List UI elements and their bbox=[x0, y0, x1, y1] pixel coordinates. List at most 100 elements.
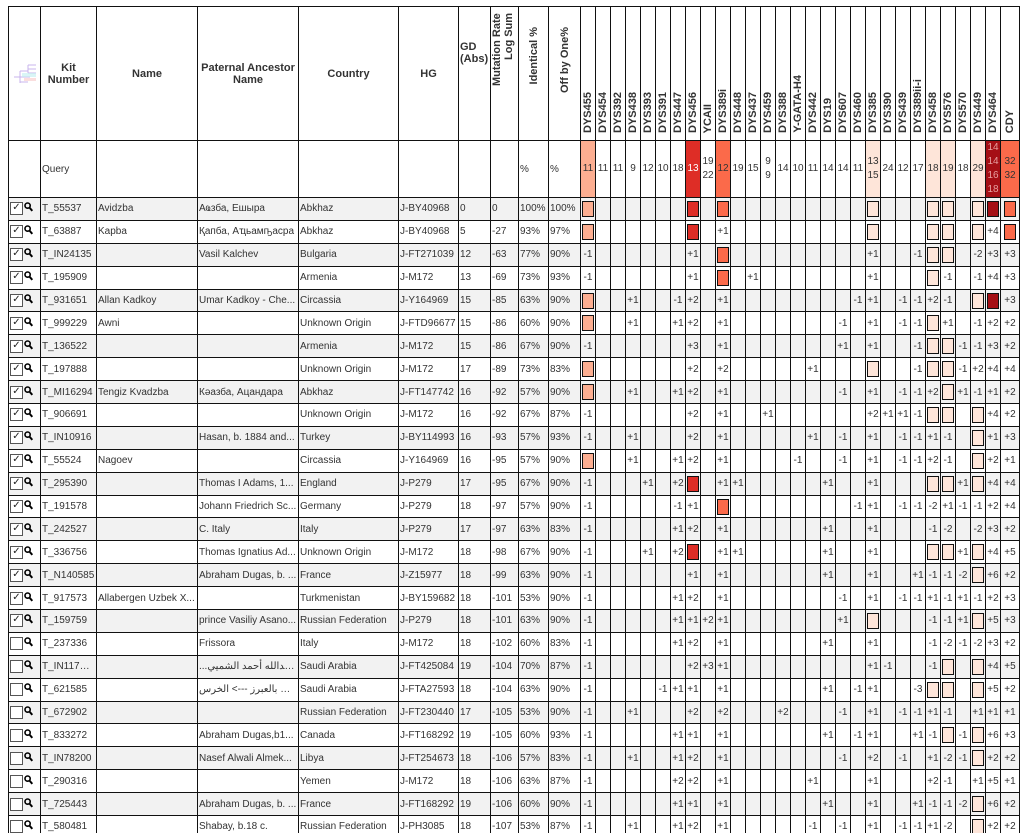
cell-kit-number[interactable]: T_MI16294 bbox=[40, 380, 97, 405]
row-checkbox[interactable]: ✓ bbox=[10, 545, 23, 559]
header-name[interactable]: Name bbox=[96, 6, 198, 141]
magnifier-icon[interactable] bbox=[24, 339, 34, 353]
row-checkbox[interactable]: ✓ bbox=[10, 431, 23, 445]
magnifier-icon[interactable] bbox=[24, 545, 34, 559]
header-str-dys454[interactable]: DYS454 bbox=[595, 6, 611, 141]
header-str-dys389i[interactable]: DYS389i bbox=[715, 6, 731, 141]
header-str-dys439[interactable]: DYS439 bbox=[895, 6, 911, 141]
tree-view-button[interactable] bbox=[8, 6, 41, 141]
cell-kit-number[interactable]: T_197888 bbox=[40, 357, 97, 382]
table-row[interactable]: ✓ T_336756 Thomas Ignatius Ad... Unknown Or… bbox=[8, 540, 1020, 565]
header-str-y-gata-h4[interactable]: Y-GATA-H4 bbox=[790, 6, 806, 141]
table-row[interactable]: T_IN117685 ...اللطيف عبدالله أحمد الشمييS… bbox=[8, 654, 1020, 679]
row-checkbox[interactable]: ✓ bbox=[10, 225, 23, 239]
header-str-dys455[interactable]: DYS455 bbox=[580, 6, 596, 141]
magnifier-icon[interactable] bbox=[24, 568, 34, 582]
header-str-dys389ii-i[interactable]: DYS389ii-i bbox=[910, 6, 926, 141]
row-checkbox[interactable]: ✓ bbox=[10, 294, 23, 307]
table-row[interactable]: ✓ T_191578 Johann Friedrich Sc... Germany J-… bbox=[8, 494, 1020, 519]
header-str-dys392[interactable]: DYS392 bbox=[610, 6, 626, 141]
magnifier-icon[interactable] bbox=[24, 362, 34, 376]
table-row[interactable]: ✓ T_159759 prince Vasiliy Asano... Russian … bbox=[8, 609, 1020, 633]
magnifier-icon[interactable] bbox=[24, 820, 34, 833]
header-str-dys388[interactable]: DYS388 bbox=[775, 6, 791, 141]
row-checkbox[interactable]: ✓ bbox=[10, 568, 23, 582]
header-kit-number[interactable]: Kit Number bbox=[40, 6, 97, 141]
row-checkbox[interactable] bbox=[10, 751, 23, 765]
table-row[interactable]: T_833272 Abraham Dugas,b1... Canada J-FT168… bbox=[8, 723, 1020, 748]
header-hg[interactable]: HG bbox=[398, 6, 459, 141]
magnifier-icon[interactable] bbox=[24, 271, 34, 284]
magnifier-icon[interactable] bbox=[24, 408, 34, 421]
cell-kit-number[interactable]: T_999229 bbox=[40, 311, 97, 336]
cell-kit-number[interactable]: T_672902 bbox=[40, 700, 97, 725]
header-str-dys459[interactable]: DYS459 bbox=[760, 6, 776, 141]
row-checkbox[interactable]: ✓ bbox=[10, 614, 23, 628]
header-str-dys456[interactable]: DYS456 bbox=[685, 6, 701, 141]
magnifier-icon[interactable] bbox=[24, 500, 34, 513]
table-row[interactable]: ✓ T_136522 Armenia J-M172 15 -86 67% 90% -1 +3 +1 +… bbox=[8, 334, 1020, 359]
row-checkbox[interactable]: ✓ bbox=[10, 591, 23, 605]
table-row[interactable]: ✓ T_195909 Armenia J-M172 13 -69 73% 93% -1 +1 +1 +… bbox=[8, 265, 1020, 290]
table-row[interactable]: ✓ T_295390 Thomas I Adams, 1... England J-P2… bbox=[8, 471, 1020, 496]
row-checkbox[interactable] bbox=[10, 820, 23, 833]
magnifier-icon[interactable] bbox=[24, 729, 34, 742]
header-off-by-one[interactable]: Off by One% bbox=[548, 6, 581, 141]
cell-kit-number[interactable]: T_191578 bbox=[40, 494, 97, 519]
cell-kit-number[interactable]: T_833272 bbox=[40, 723, 97, 748]
row-checkbox[interactable]: ✓ bbox=[10, 362, 23, 376]
row-checkbox[interactable]: ✓ bbox=[10, 500, 23, 514]
header-str-dys442[interactable]: DYS442 bbox=[805, 6, 821, 141]
magnifier-icon[interactable] bbox=[24, 591, 34, 605]
row-checkbox[interactable]: ✓ bbox=[10, 408, 23, 422]
table-row[interactable]: ✓ T_917573 Allabergen Uzbek X... Turkmenist… bbox=[8, 586, 1020, 611]
cell-kit-number[interactable]: T_725443 bbox=[40, 792, 97, 817]
magnifier-icon[interactable] bbox=[24, 797, 34, 811]
magnifier-icon[interactable] bbox=[24, 614, 34, 627]
table-row[interactable]: T_580481 Shabay, b.18 c. Russian Federatio… bbox=[8, 815, 1020, 833]
magnifier-icon[interactable] bbox=[24, 477, 34, 490]
cell-kit-number[interactable]: T_917573 bbox=[40, 586, 97, 611]
header-str-dys460[interactable]: DYS460 bbox=[850, 6, 866, 141]
cell-kit-number[interactable]: T_580481 bbox=[40, 815, 97, 833]
cell-kit-number[interactable]: T_290316 bbox=[40, 769, 97, 794]
header-identical[interactable]: Identical % bbox=[518, 6, 549, 141]
cell-kit-number[interactable]: T_55537 bbox=[40, 197, 97, 221]
magnifier-icon[interactable] bbox=[24, 683, 34, 696]
table-row[interactable]: ✓ T_55524 Nagoev Circassia J-Y164969 16 -95 57%… bbox=[8, 448, 1020, 473]
row-checkbox[interactable]: ✓ bbox=[10, 316, 23, 330]
cell-kit-number[interactable]: T_IN10916 bbox=[40, 425, 97, 450]
magnifier-icon[interactable] bbox=[24, 523, 34, 536]
magnifier-icon[interactable] bbox=[24, 225, 34, 238]
row-checkbox[interactable]: ✓ bbox=[10, 202, 23, 216]
table-row[interactable]: ✓ T_55537 Avidzba Аҩзба, Ешыра Abkhaz J-BY409… bbox=[8, 197, 1020, 221]
row-checkbox[interactable]: ✓ bbox=[10, 522, 23, 536]
cell-kit-number[interactable]: T_N140585 bbox=[40, 563, 97, 588]
row-checkbox[interactable] bbox=[10, 683, 23, 697]
header-paternal-ancestor[interactable]: Paternal Ancestor Name bbox=[197, 6, 299, 141]
header-str-dys393[interactable]: DYS393 bbox=[640, 6, 656, 141]
row-checkbox[interactable] bbox=[10, 774, 23, 788]
table-row[interactable]: T_IN78200 Nasef Alwali Almek... Libya J-FT2… bbox=[8, 746, 1020, 771]
cell-kit-number[interactable]: T_621585 bbox=[40, 677, 97, 702]
magnifier-icon[interactable] bbox=[24, 637, 34, 650]
cell-kit-number[interactable]: T_237336 bbox=[40, 631, 97, 656]
table-row[interactable]: ✓ T_N140585 Abraham Dugas, b. ... France J-Z… bbox=[8, 563, 1020, 588]
table-row[interactable]: T_725443 Abraham Dugas, b. ... France J-FT1… bbox=[8, 792, 1020, 817]
cell-kit-number[interactable]: T_159759 bbox=[40, 609, 97, 633]
header-str-dys438[interactable]: DYS438 bbox=[625, 6, 641, 141]
header-country[interactable]: Country bbox=[298, 6, 399, 141]
header-str-dys576[interactable]: DYS576 bbox=[940, 6, 956, 141]
table-row[interactable]: T_290316 Yemen J-M172 18 -106 63% 87% -1 +2 +2 +1 +… bbox=[8, 769, 1020, 794]
row-checkbox[interactable] bbox=[10, 660, 23, 674]
header-str-dys464[interactable]: DYS464 bbox=[985, 6, 1001, 141]
header-str-dys448[interactable]: DYS448 bbox=[730, 6, 746, 141]
magnifier-icon[interactable] bbox=[24, 706, 34, 719]
magnifier-icon[interactable] bbox=[24, 752, 34, 765]
cell-kit-number[interactable]: T_195909 bbox=[40, 265, 97, 290]
header-str-dys447[interactable]: DYS447 bbox=[670, 6, 686, 141]
table-row[interactable]: ✓ T_197888 Unknown Origin J-M172 17 -89 73% 83%… bbox=[8, 357, 1020, 382]
header-str-dys458[interactable]: DYS458 bbox=[925, 6, 941, 141]
cell-kit-number[interactable]: T_IN24135 bbox=[40, 242, 97, 267]
